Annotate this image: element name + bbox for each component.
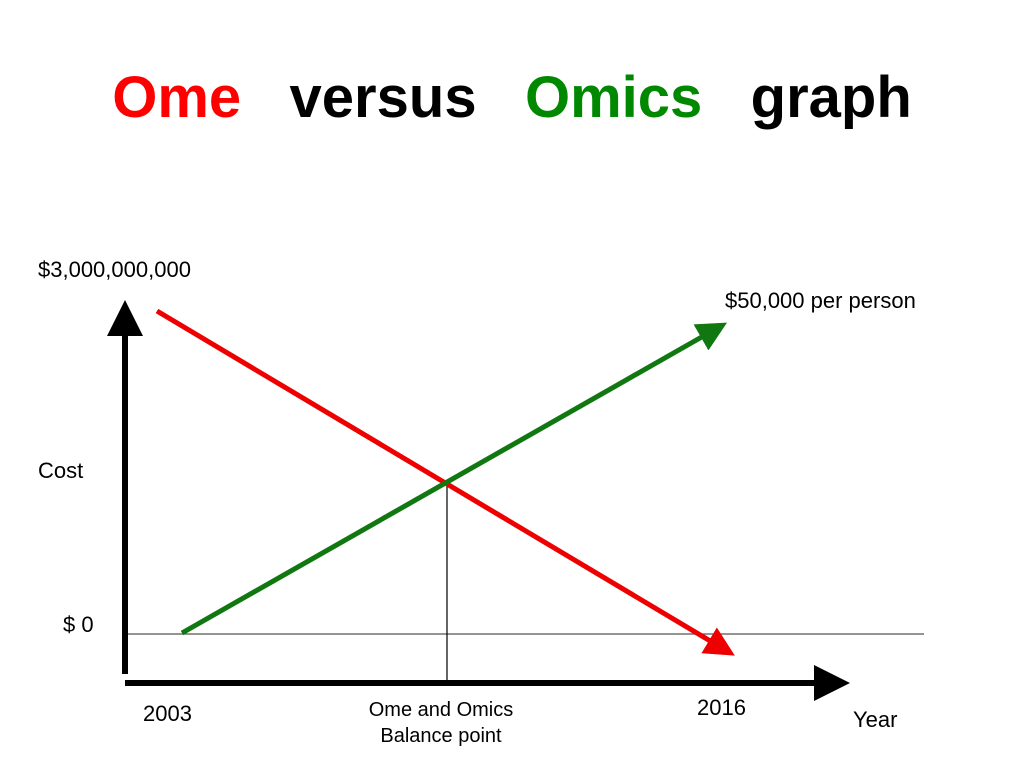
balance-point-line2: Balance point bbox=[380, 725, 502, 747]
omics-cost-line bbox=[180, 322, 728, 636]
title-graph: graph bbox=[750, 65, 912, 130]
ome-cost-line bbox=[155, 308, 735, 656]
x-axis-start-year: 2003 bbox=[143, 701, 192, 726]
omics-end-label: $50,000 per person bbox=[725, 288, 916, 313]
title-versus: versus bbox=[289, 65, 477, 130]
x-axis-label: Year bbox=[853, 707, 898, 732]
title-ome: Ome bbox=[112, 65, 242, 130]
y-axis-label: Cost bbox=[38, 458, 84, 483]
x-axis-end-year: 2016 bbox=[697, 695, 746, 720]
y-axis-top-value: $3,000,000,000 bbox=[38, 257, 191, 282]
slide-title: Ome versus Omics graph bbox=[0, 62, 1024, 134]
title-omics: Omics bbox=[524, 65, 703, 130]
balance-point-line1: Ome and Omics bbox=[368, 699, 514, 721]
balance-point-label: Ome and Omics Balance point bbox=[341, 697, 541, 749]
y-axis-zero-value: $ 0 bbox=[63, 612, 94, 637]
